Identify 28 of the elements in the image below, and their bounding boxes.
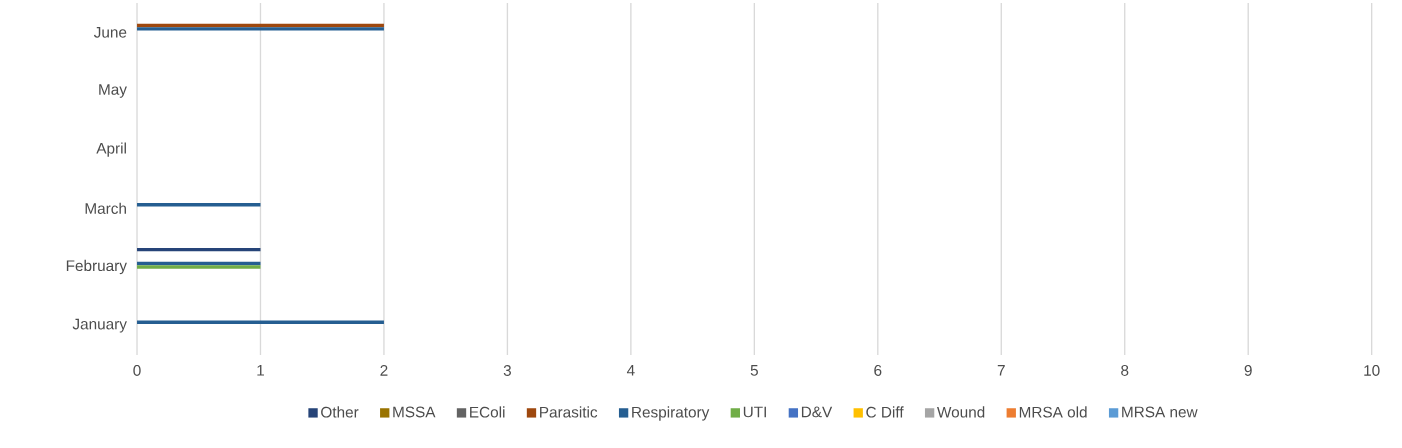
legend-label: MRSA old (1019, 406, 1087, 418)
x-tick-label: 8 (1121, 365, 1129, 376)
x-tick-label: 7 (997, 365, 1005, 376)
legend-label: MSSA (393, 406, 436, 418)
legend-label: Other (321, 406, 359, 418)
y-tick-label: April (96, 142, 126, 157)
x-tick-label: 1 (257, 365, 264, 376)
x-tick-label: 9 (1244, 365, 1252, 376)
y-tick-label: June (93, 26, 127, 38)
x-tick-label: 0 (133, 365, 141, 376)
legend-label: Parasitic (540, 406, 598, 418)
x-tick-label: 3 (503, 365, 511, 376)
legend-label: Wound (937, 406, 985, 418)
legend-label: Respiratory (632, 406, 710, 421)
legend-label: MRSA new (1122, 406, 1198, 418)
y-tick-label: May (99, 84, 127, 98)
y-tick-label: January (72, 318, 127, 333)
legend-label: C Diff (866, 406, 904, 418)
legend-label: D&V (801, 406, 833, 418)
x-tick-label: 6 (874, 365, 882, 376)
x-tick-label: 4 (626, 365, 635, 376)
x-tick-label: 5 (750, 365, 758, 376)
x-tick-label: 2 (380, 365, 388, 376)
y-tick-label: February (66, 259, 127, 275)
x-tick-label: 10 (1364, 365, 1380, 376)
legend-label: UTI (743, 406, 766, 418)
legend-label: EColi (470, 406, 505, 418)
y-tick-label: March (85, 202, 126, 214)
